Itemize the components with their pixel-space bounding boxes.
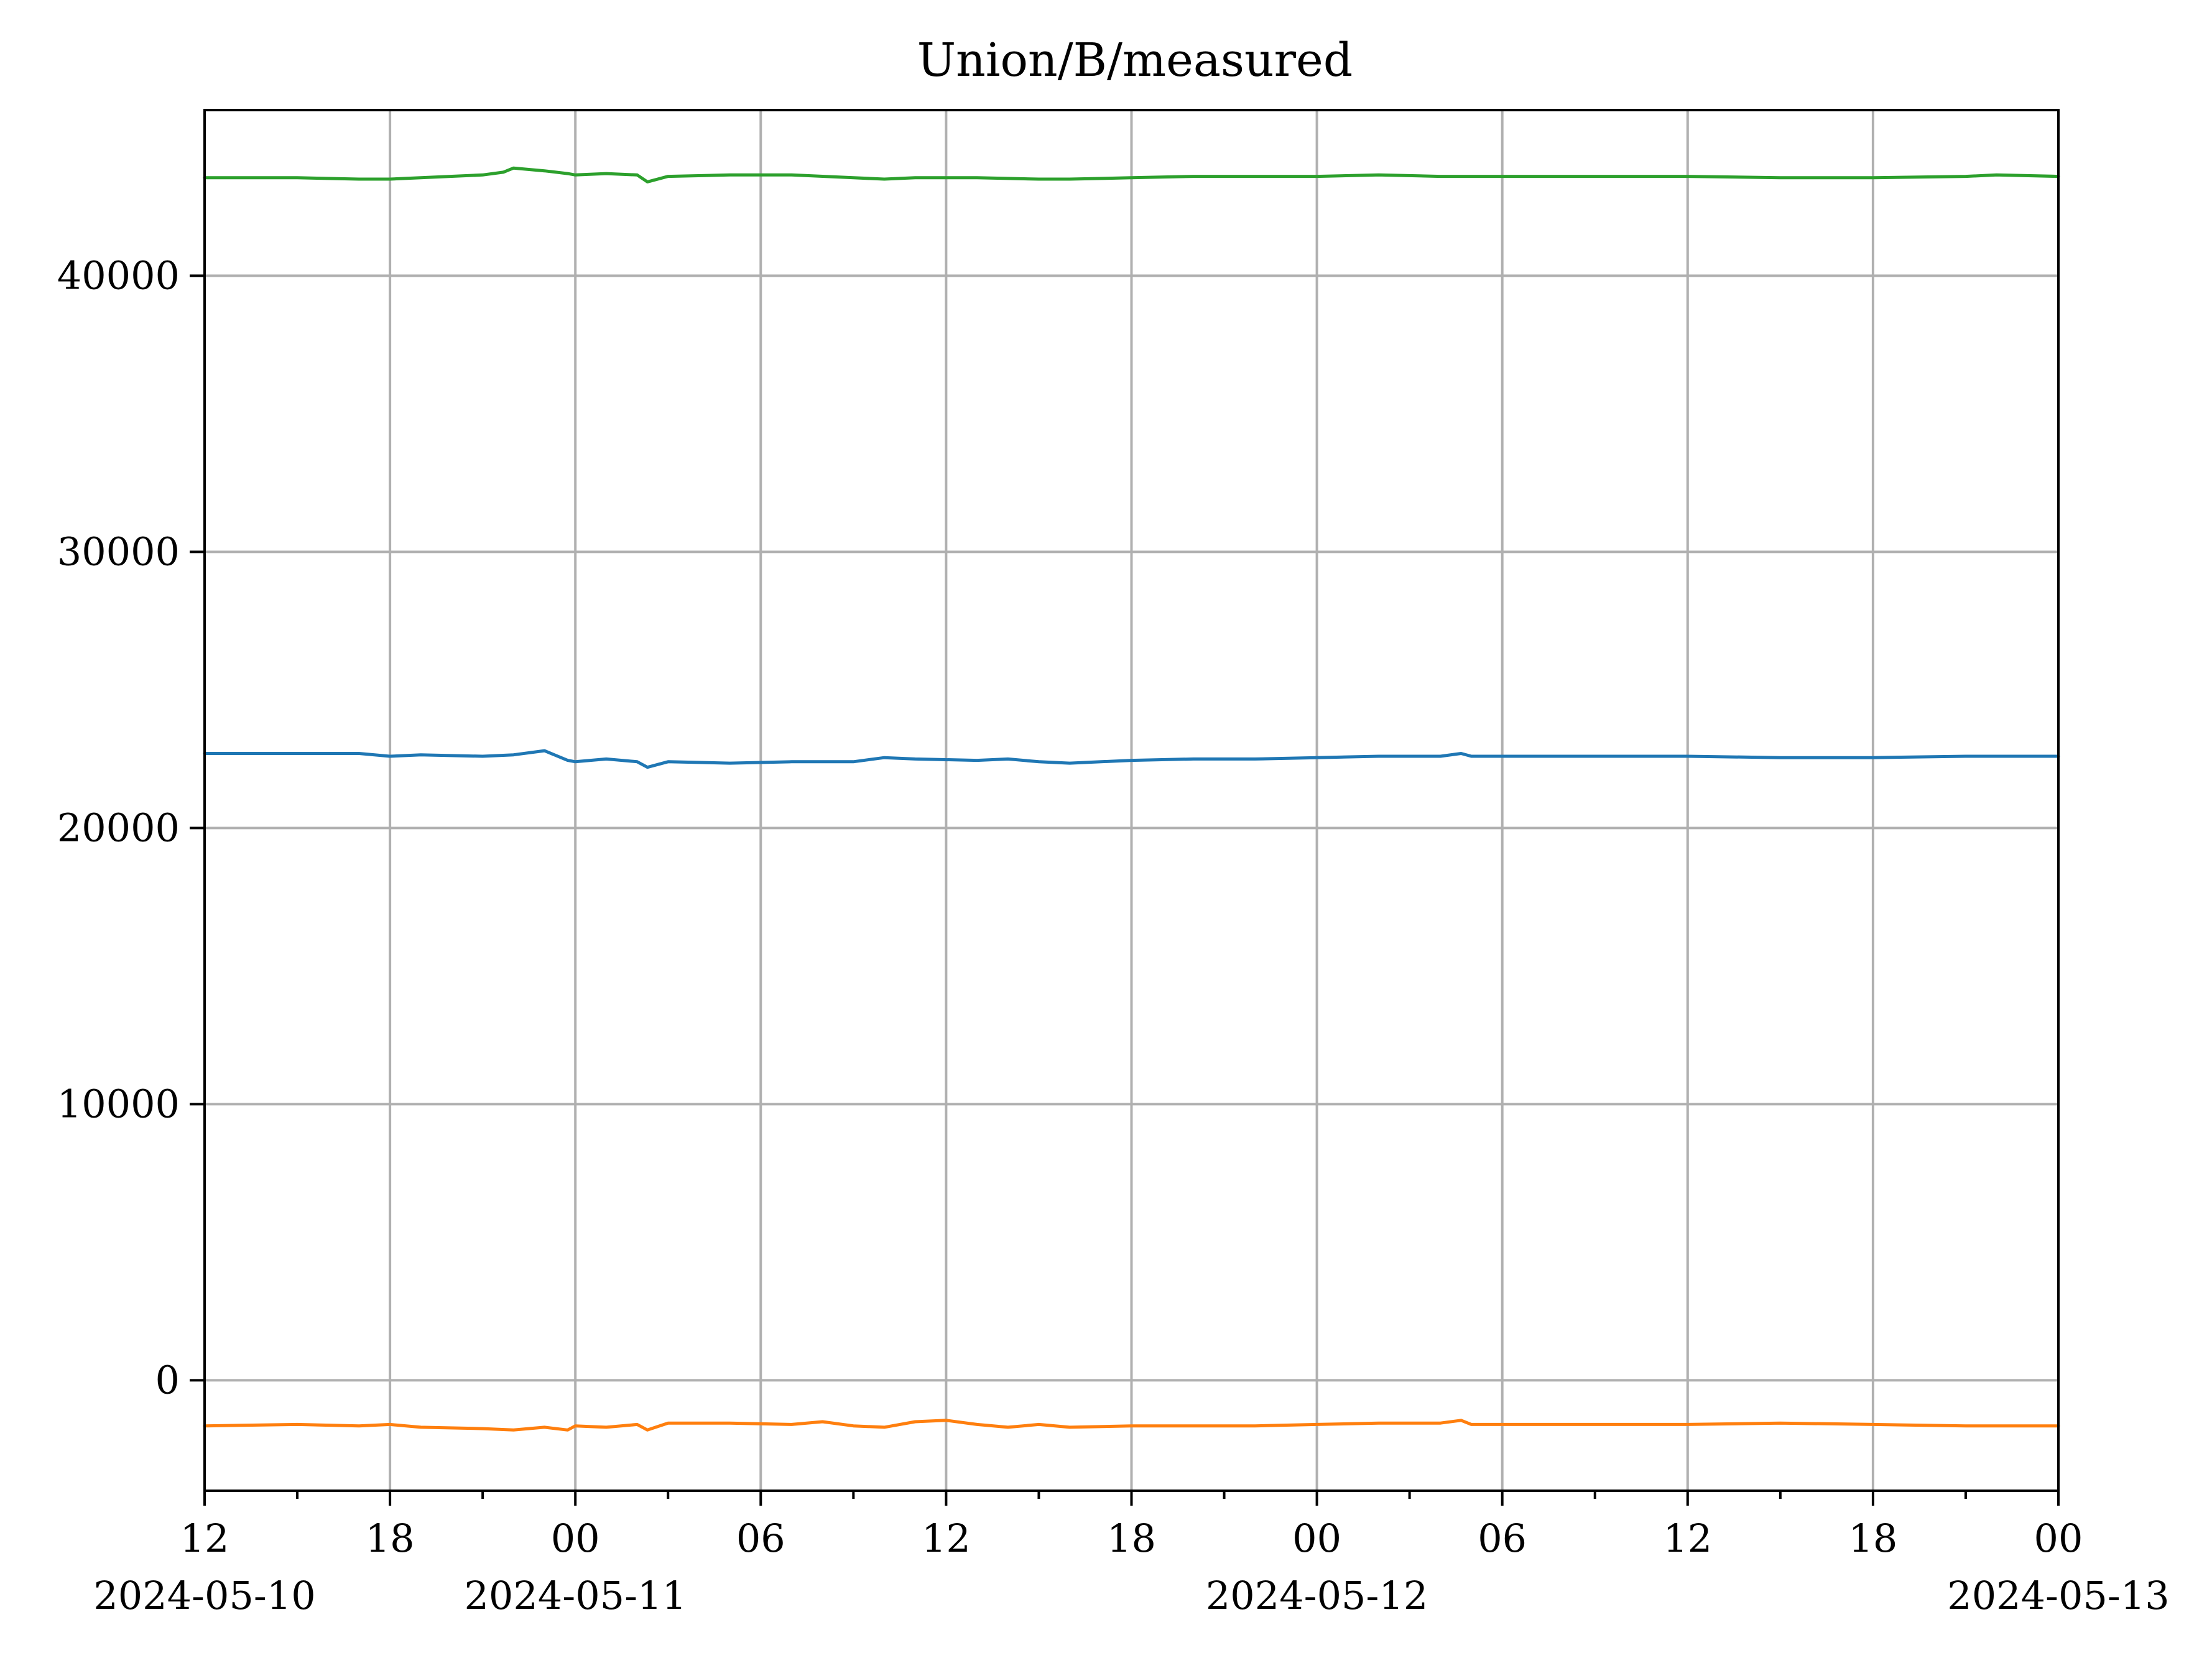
x-tick-label: 12: [1663, 1516, 1712, 1561]
y-tick-label: 20000: [57, 805, 180, 850]
x-tick-label: 12: [922, 1516, 971, 1561]
x-date-label: 2024-05-11: [464, 1573, 686, 1618]
x-tick-label: 00: [551, 1516, 600, 1561]
series-line-2: [203, 1419, 2060, 1432]
x-tick-label: 06: [736, 1516, 785, 1561]
series-line-3: [203, 166, 2060, 183]
x-tick-label: 12: [180, 1516, 229, 1561]
series-line-1: [203, 749, 2060, 769]
x-tick-label: 18: [366, 1516, 415, 1561]
y-tick-label: 30000: [57, 529, 180, 574]
x-tick-label: 18: [1848, 1516, 1897, 1561]
y-tick-label: 40000: [57, 253, 180, 298]
y-tick-label: 10000: [57, 1081, 180, 1126]
y-tick-label: 0: [155, 1357, 180, 1402]
y-axis: 0 10000 20000 30000 40000: [57, 253, 205, 1402]
x-tick-label: 06: [1478, 1516, 1527, 1561]
x-date-label: 2024-05-10: [93, 1573, 315, 1618]
x-axis: 12 2024-05-10 18 00 2024-05-11 06 12 18 00 2024-0…: [93, 1491, 2170, 1618]
x-tick-label: 00: [2034, 1516, 2083, 1561]
x-tick-label: 18: [1107, 1516, 1156, 1561]
chart-title: Union/B/measured: [917, 34, 1353, 87]
series-group: [203, 166, 2060, 1432]
x-date-label: 2024-05-12: [1206, 1573, 1428, 1618]
x-tick-label: 00: [1292, 1516, 1341, 1561]
x-date-label: 2024-05-13: [1947, 1573, 2169, 1618]
